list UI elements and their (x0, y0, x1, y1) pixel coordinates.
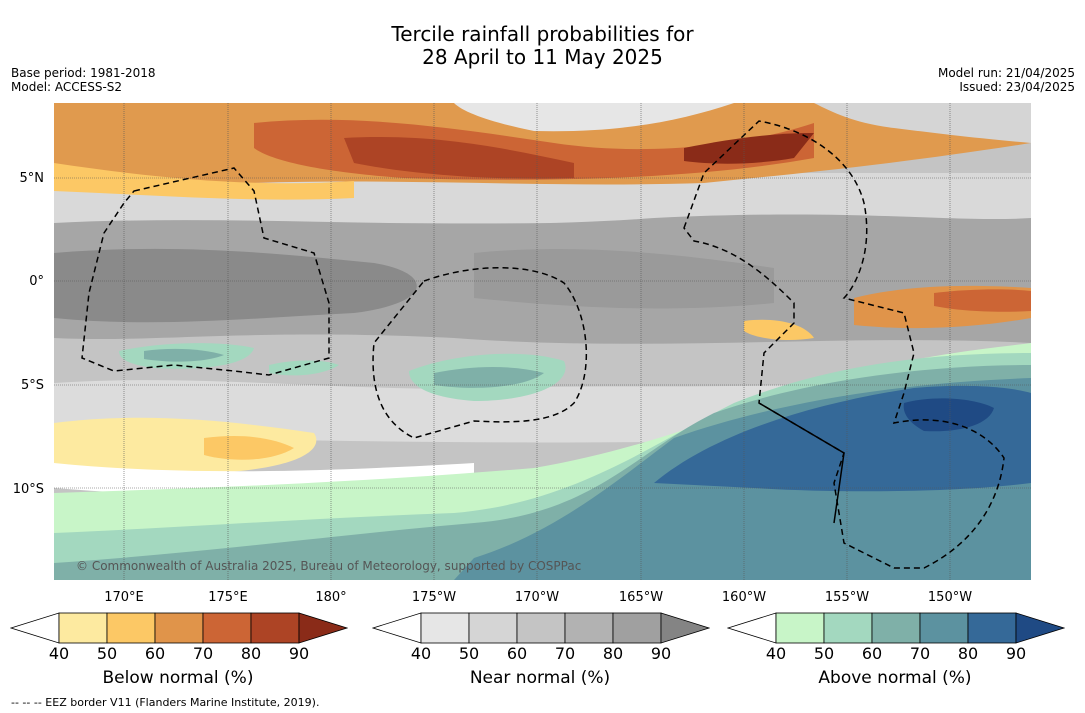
lat-label-5s: 5°S (20, 378, 44, 393)
issued-date: Issued: 23/04/2025 (959, 80, 1075, 94)
patch-above-west-2 (269, 360, 339, 376)
colorbar-1-tick-50: 50 (96, 644, 118, 663)
lat-label-5n: 5°N (19, 171, 45, 186)
north-below-stronger (344, 137, 574, 179)
colorbar-1-segment-4 (202, 612, 252, 644)
colorbar-1-tick-40: 40 (48, 644, 70, 663)
colorbar-1-tick-60: 60 (144, 644, 166, 663)
colorbar-1-segment-5 (250, 612, 300, 644)
gridlines (54, 103, 1031, 580)
colorbar-1-segment-2 (106, 612, 156, 644)
map-title-line2: 28 April to 11 May 2025 (422, 45, 663, 69)
colorbar-2-tick-80: 80 (602, 644, 624, 663)
colorbar-1 (10, 612, 348, 644)
colorbar-1-tick-70: 70 (192, 644, 214, 663)
meta-right: Model run: 21/04/2025 Issued: 23/04/2025 (938, 66, 1075, 94)
colorbar-3-tick-90: 90 (1005, 644, 1027, 663)
east-below-patch-strong (934, 289, 1031, 312)
colorbar-2-tick-90: 90 (650, 644, 672, 663)
north-below-peak (684, 133, 814, 164)
colorbar-3-segment-5 (967, 612, 1017, 644)
colorbar-3-segment-1 (775, 612, 825, 644)
sw-below-normal (54, 417, 317, 474)
colorbar-1-segment-1 (58, 612, 108, 644)
south-above-90 (903, 398, 994, 432)
colorbar-2-tick-70: 70 (554, 644, 576, 663)
eez-borders (81, 120, 1005, 569)
meta-left: Base period: 1981-2018 Model: ACCESS-S2 (11, 66, 156, 94)
colorbar-2-under (372, 612, 422, 644)
band-equator-darker-2 (474, 248, 774, 309)
lon-label-150w: 150°W (927, 590, 973, 605)
colorbar-3-segment-4 (919, 612, 969, 644)
colorbar-2-segment-1 (420, 612, 470, 644)
colorbar-2-title: Near normal (%) (469, 668, 611, 688)
eez-solid (758, 402, 845, 524)
colorbar-2-segment-2 (468, 612, 518, 644)
colorbar-3-segment-3 (871, 612, 921, 644)
colorbar-2-segment-4 (564, 612, 614, 644)
patch-above-west-core (144, 348, 224, 362)
lat-label-10s: 10°S (12, 482, 44, 497)
colorbar-2-tick-60: 60 (506, 644, 528, 663)
colorbar-3-title: Above normal (%) (818, 668, 972, 688)
colorbar-1-over (298, 612, 348, 644)
lon-label-160w: 160°W (721, 590, 767, 605)
lon-label-175e: 175°E (208, 590, 248, 605)
colorbar-2-segment-3 (516, 612, 566, 644)
colorbar-1-under (10, 612, 60, 644)
sw-below-strong (204, 436, 294, 460)
model-run: Model run: 21/04/2025 (937, 66, 1075, 80)
model-name: Model: ACCESS-S2 (11, 80, 123, 94)
colorbar-3-tick-50: 50 (813, 644, 835, 663)
colorbar-2 (372, 612, 710, 644)
north-white-gap (454, 103, 734, 132)
base-period: Base period: 1981-2018 (11, 66, 156, 80)
probability-map (54, 103, 1031, 580)
lat-label-0: 0° (29, 274, 44, 289)
eez-note: -- -- -- EEZ border V11 (Flanders Marine… (11, 696, 320, 709)
lon-label-180: 180° (315, 590, 347, 605)
colorbar-3 (727, 612, 1065, 644)
north-white-gap-2 (814, 103, 1031, 143)
lon-label-170e: 170°E (104, 590, 144, 605)
lon-label-165w: 165°W (618, 590, 664, 605)
north-below-light (54, 163, 354, 200)
patch-above-central-core (434, 367, 544, 388)
colorbar-3-tick-60: 60 (861, 644, 883, 663)
colorbar-1-title: Below normal (%) (102, 668, 254, 688)
colorbar-2-segment-5 (612, 612, 662, 644)
colorbar-3-under (727, 612, 777, 644)
lon-label-155w: 155°W (824, 590, 870, 605)
colorbar-2-tick-50: 50 (458, 644, 480, 663)
colorbar-1-segment-3 (154, 612, 204, 644)
band-equator-darker (54, 248, 417, 323)
lon-label-170w: 170°W (514, 590, 560, 605)
colorbar-3-segment-2 (823, 612, 873, 644)
colorbar-3-tick-40: 40 (765, 644, 787, 663)
colorbar-3-over (1015, 612, 1065, 644)
map-title-line1: Tercile rainfall probabilities for (391, 22, 694, 46)
colorbar-3-tick-70: 70 (909, 644, 931, 663)
map-svg (54, 103, 1031, 580)
colorbar-2-tick-40: 40 (410, 644, 432, 663)
east-below-small (744, 319, 814, 341)
lon-label-175w: 175°W (411, 590, 457, 605)
colorbar-1-tick-90: 90 (288, 644, 310, 663)
copyright-notice: © Commonwealth of Australia 2025, Bureau… (76, 559, 582, 573)
colorbar-3-tick-80: 80 (957, 644, 979, 663)
colorbar-2-over (660, 612, 710, 644)
colorbar-1-tick-80: 80 (240, 644, 262, 663)
